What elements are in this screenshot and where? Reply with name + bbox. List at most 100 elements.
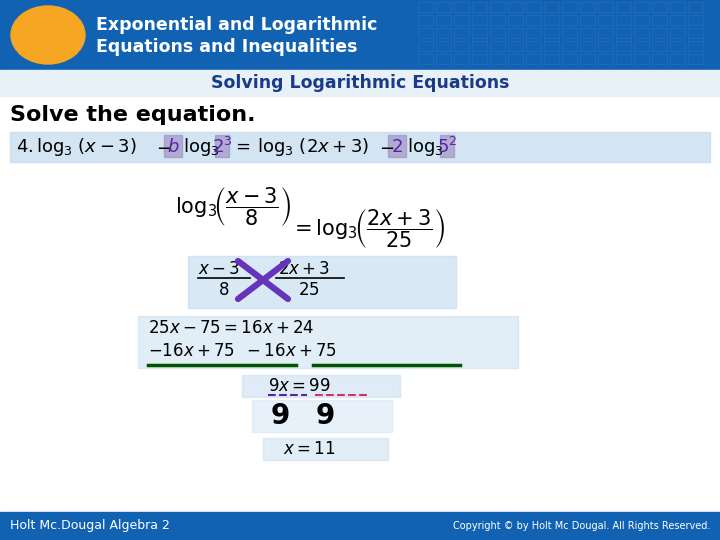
Bar [418, 2, 433, 12]
Bar [454, 15, 469, 25]
Bar [454, 41, 469, 51]
Text: $\log_3\!\!\left(\dfrac{x-3}{8}\right)$: $\log_3\!\!\left(\dfrac{x-3}{8}\right)$ [175, 185, 292, 228]
Bar [490, 54, 505, 64]
Bar [490, 28, 505, 38]
Bar [440, 135, 454, 157]
Bar [688, 54, 703, 64]
Bar [598, 54, 613, 64]
Bar [598, 15, 613, 25]
Text: $4.$: $4.$ [16, 138, 33, 156]
Bar [616, 54, 631, 64]
Bar [634, 28, 649, 38]
Text: $\log_3$: $\log_3$ [407, 136, 444, 158]
Bar [688, 2, 703, 12]
Bar [688, 41, 703, 51]
Bar [652, 28, 667, 38]
Text: $-16x + 75\;\;-16x + 75$: $-16x + 75\;\;-16x + 75$ [148, 342, 337, 360]
Bar [580, 15, 595, 25]
Bar [544, 54, 559, 64]
Bar [472, 41, 487, 51]
Bar [472, 15, 487, 25]
Bar [598, 28, 613, 38]
Bar [544, 41, 559, 51]
Bar [490, 41, 505, 51]
Bar [436, 28, 451, 38]
Bar [652, 41, 667, 51]
Text: $=\,\log_3\,(2x+3)$: $=\,\log_3\,(2x+3)$ [232, 136, 369, 158]
Text: $-$: $-$ [156, 138, 171, 156]
Bar [562, 2, 577, 12]
Bar [10, 132, 710, 162]
Bar [634, 54, 649, 64]
Text: $\mathbf{9}$: $\mathbf{9}$ [315, 402, 335, 430]
Text: $8$: $8$ [218, 281, 230, 299]
Bar [562, 41, 577, 51]
Ellipse shape [11, 6, 85, 64]
Bar [508, 28, 523, 38]
Bar [670, 2, 685, 12]
Bar [138, 316, 518, 368]
Bar [652, 2, 667, 12]
Bar [688, 15, 703, 25]
Bar [472, 54, 487, 64]
Bar [418, 54, 433, 64]
Text: Solving Logarithmic Equations: Solving Logarithmic Equations [211, 74, 509, 92]
Bar [0, 512, 720, 540]
Bar [436, 2, 451, 12]
Bar [418, 15, 433, 25]
Bar [164, 135, 182, 157]
Bar [598, 2, 613, 12]
Text: $-$: $-$ [379, 138, 394, 156]
Bar [616, 2, 631, 12]
Bar [490, 2, 505, 12]
Text: $2^3$: $2^3$ [212, 137, 233, 157]
Bar [544, 15, 559, 25]
Bar [670, 28, 685, 38]
Text: Solve the equation.: Solve the equation. [10, 105, 256, 125]
Bar [616, 41, 631, 51]
Text: $b$: $b$ [167, 138, 179, 156]
Bar [580, 54, 595, 64]
Bar [580, 2, 595, 12]
Bar [0, 0, 720, 70]
Text: $x = 11$: $x = 11$ [283, 440, 336, 458]
Text: $2$: $2$ [391, 138, 403, 156]
Bar [616, 28, 631, 38]
Bar [508, 2, 523, 12]
Bar [508, 54, 523, 64]
Bar [562, 15, 577, 25]
Bar [544, 2, 559, 12]
Bar [472, 28, 487, 38]
Text: Holt Mc.Dougal Algebra 2: Holt Mc.Dougal Algebra 2 [10, 519, 170, 532]
Text: $9x = 99$: $9x = 99$ [268, 377, 330, 395]
Bar [526, 41, 541, 51]
Text: $= \log_3\!\!\left(\dfrac{2x+3}{25}\right)$: $= \log_3\!\!\left(\dfrac{2x+3}{25}\righ… [290, 207, 445, 250]
Bar [526, 54, 541, 64]
Bar [580, 28, 595, 38]
Bar [580, 41, 595, 51]
Bar [418, 41, 433, 51]
Bar [436, 41, 451, 51]
Bar [388, 135, 406, 157]
Text: Copyright © by Holt Mc Dougal. All Rights Reserved.: Copyright © by Holt Mc Dougal. All Right… [453, 521, 710, 531]
Text: $\log_3$: $\log_3$ [183, 136, 220, 158]
Bar [526, 28, 541, 38]
Bar [544, 28, 559, 38]
Bar [508, 15, 523, 25]
Bar [508, 41, 523, 51]
Bar [472, 2, 487, 12]
Bar [490, 15, 505, 25]
Bar [616, 15, 631, 25]
Bar [634, 15, 649, 25]
Bar [436, 15, 451, 25]
Bar [454, 54, 469, 64]
Text: $x - 3$: $x - 3$ [198, 260, 240, 278]
Bar [526, 15, 541, 25]
Bar [188, 256, 456, 308]
Bar [598, 41, 613, 51]
Bar [634, 2, 649, 12]
Bar [634, 41, 649, 51]
Text: $\log_3\,(x-3)$: $\log_3\,(x-3)$ [36, 136, 137, 158]
Bar [670, 15, 685, 25]
Bar [0, 70, 720, 96]
